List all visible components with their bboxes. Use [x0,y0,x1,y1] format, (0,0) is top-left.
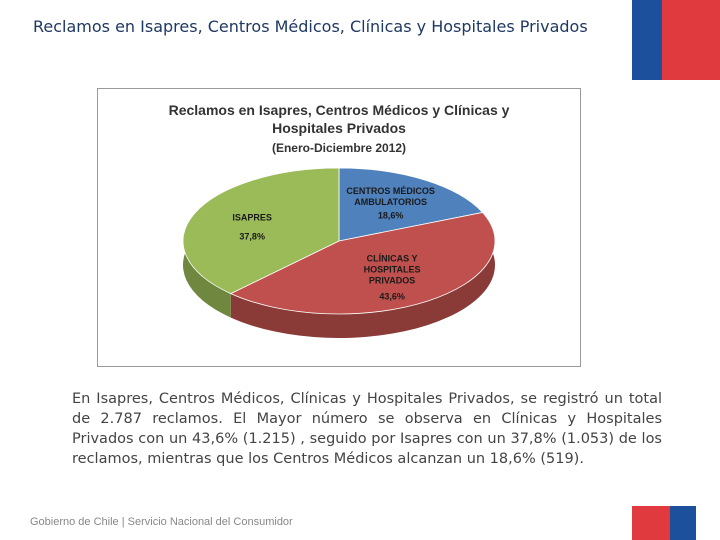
slice-category-label: ISAPRES [232,212,272,223]
slice-category-label: CLÍNICAS Y HOSPITALES PRIVADOS [363,253,421,286]
slice-category-label: CENTROS MÉDICOS AMBULATORIOS [346,186,435,208]
flag-red [662,0,720,80]
pie-slice [229,211,496,315]
slide-title: Reclamos en Isapres, Centros Médicos, Cl… [33,17,588,36]
footer-flag-red [632,506,670,540]
pie-slice [338,167,484,242]
chart-box: Reclamos en Isapres, Centros Médicos y C… [97,88,581,367]
body-text: En Isapres, Centros Médicos, Clínicas y … [72,391,662,467]
slice-side [230,212,496,339]
slice-value-label: 43,6% [379,291,405,302]
pie-chart [182,167,496,339]
chart-subtitle: (Enero-Diciembre 2012) [271,141,407,155]
flag-blue [632,0,662,80]
chart-title: Reclamos en Isapres, Centros Médicos y C… [168,102,510,136]
footer: Gobierno de Chile | Servicio Nacional de… [30,516,293,528]
slice-value-label: 18,6% [377,210,404,221]
pie-slice [182,167,340,295]
slice-value-label: 37,8% [239,231,265,242]
footer-flag-blue [670,506,696,540]
